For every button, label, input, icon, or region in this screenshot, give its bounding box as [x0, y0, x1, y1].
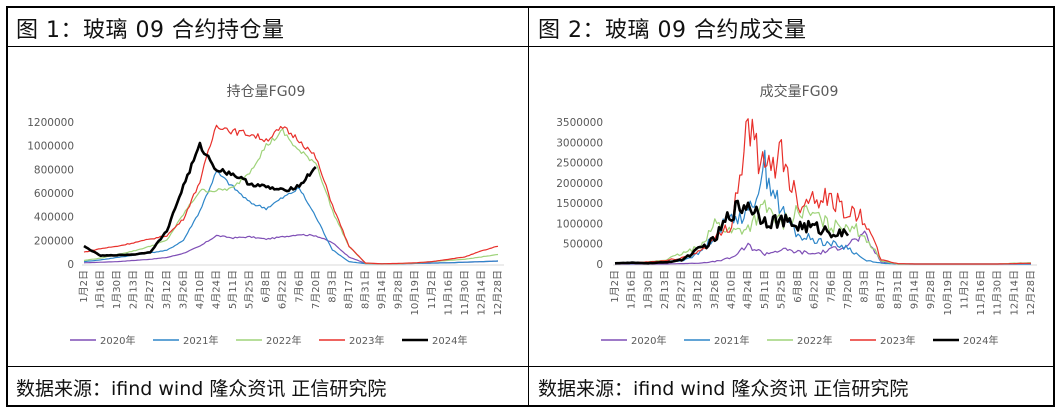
x-tick-label: 7月20日 [310, 270, 322, 309]
y-tick-label: 1500000 [556, 198, 603, 210]
series-line-2023 [615, 118, 1032, 265]
x-tick-label: 11月16日 [975, 270, 987, 315]
header-divider [8, 46, 1053, 47]
x-tick-label: 11月30日 [459, 270, 471, 315]
x-tick-label: 1月30日 [642, 270, 654, 309]
x-tick-label: 7月20日 [842, 270, 854, 309]
x-tick-label: 2月13日 [128, 270, 140, 309]
x-tick-label: 6月22日 [809, 270, 821, 309]
x-tick-label: 8月3日 [859, 270, 871, 303]
y-tick-label: 1200000 [27, 117, 74, 129]
x-tick-label: 6月22日 [277, 270, 289, 309]
y-tick-label: 500000 [563, 239, 603, 251]
y-tick-label: 0 [596, 259, 603, 271]
x-tick-label: 3月12日 [692, 270, 704, 309]
legend-label: 2023年 [880, 334, 915, 347]
legend-label: 2024年 [963, 334, 998, 347]
x-tick-label: 1月16日 [626, 270, 638, 309]
x-tick-label: 9月14日 [376, 270, 388, 309]
figure-1-source: 数据来源：ifind wind 隆众资讯 正信研究院 [16, 378, 387, 400]
series-line-2021 [615, 149, 1031, 265]
x-tick-label: 3月12日 [161, 270, 173, 309]
x-tick-label: 3月26日 [709, 270, 721, 309]
x-tick-label: 5月25日 [775, 270, 787, 309]
series-line-2024 [614, 199, 850, 265]
y-tick-label: 2000000 [556, 178, 603, 190]
x-tick-label: 12月28日 [492, 270, 504, 315]
x-tick-label: 2月27日 [144, 270, 156, 309]
series-line-2021 [83, 170, 499, 265]
x-tick-label: 9月14日 [909, 270, 921, 309]
x-tick-label: 4月10日 [725, 270, 737, 309]
x-tick-label: 8月17日 [875, 270, 887, 309]
legend-label: 2021年 [714, 334, 749, 347]
chart-open-interest-svg: 持仓量FG09 0 200000 400000 600000 800000 1000000 1… [27, 84, 504, 347]
legend-label: 2023年 [349, 334, 384, 347]
x-tick-label: 2月13日 [659, 270, 671, 309]
x-tick-label: 2月27日 [676, 270, 688, 309]
x-tick-label: 9月28日 [393, 270, 405, 309]
x-tick-label: 7月6日 [825, 270, 837, 303]
x-tick-label: 10月19日 [409, 270, 421, 315]
x-tick-label: 8月31日 [360, 270, 372, 309]
x-tick-label: 11月30日 [992, 270, 1004, 315]
x-tick-label: 8月17日 [343, 270, 355, 309]
chart-open-interest: 持仓量FG09 0 200000 400000 600000 800000 1000000 1… [8, 48, 528, 366]
x-tick-label: 1月2日 [609, 270, 621, 303]
chart-volume: 成交量FG09 0 500000 1000000 1500000 2000000 25000… [529, 48, 1049, 366]
x-tick-label: 12月28日 [1025, 270, 1037, 315]
x-tick-label: 1月16日 [95, 270, 107, 309]
y-tick-label: 0 [67, 259, 74, 271]
x-tick-label: 11月2日 [958, 270, 970, 309]
x-tick-label: 11月2日 [426, 270, 438, 309]
x-tick-label: 8月3日 [326, 270, 338, 303]
x-tick-label: 4月10日 [194, 270, 206, 309]
series-line-2024 [83, 141, 317, 258]
x-tick-label: 6月8日 [260, 270, 272, 303]
x-tick-label: 3月26日 [177, 270, 189, 309]
y-tick-label: 1000000 [556, 218, 603, 230]
figure-table: 图 1：玻璃 09 合约持仓量 图 2：玻璃 09 合约成交量 持仓量FG09 0… [6, 6, 1055, 407]
series-line-2020 [83, 233, 499, 265]
figure-1-title: 图 1：玻璃 09 合约持仓量 [16, 18, 285, 43]
series-line-2022 [83, 128, 499, 265]
legend-label: 2020年 [100, 334, 135, 347]
x-tick-label: 5月25日 [244, 270, 256, 309]
chart-volume-svg: 成交量FG09 0 500000 1000000 1500000 2000000 25000… [556, 83, 1037, 347]
x-tick-label: 6月8日 [792, 270, 804, 303]
footer-divider [8, 366, 1053, 367]
column-divider [528, 8, 529, 405]
figure-2-source: 数据来源：ifind wind 隆众资讯 正信研究院 [538, 378, 909, 400]
y-tick-label: 3500000 [556, 117, 603, 129]
y-tick-label: 2500000 [556, 158, 603, 170]
x-tick-label: 5月11日 [227, 270, 239, 309]
y-tick-label: 200000 [34, 235, 74, 247]
figure-2-title: 图 2：玻璃 09 合约成交量 [538, 18, 807, 43]
x-tick-label: 1月30日 [111, 270, 123, 309]
chart-title: 持仓量FG09 [227, 84, 306, 100]
x-tick-label: 5月11日 [759, 270, 771, 309]
x-tick-label: 4月24日 [742, 270, 754, 309]
y-tick-label: 3000000 [556, 137, 603, 149]
y-tick-label: 400000 [34, 212, 74, 224]
legend-label: 2024年 [432, 334, 467, 347]
x-tick-label: 12月14日 [475, 270, 487, 315]
x-tick-label: 9月28日 [925, 270, 937, 309]
x-tick-label: 7月6日 [293, 270, 305, 303]
legend-label: 2020年 [631, 334, 666, 347]
series-line-2023 [83, 124, 499, 265]
x-tick-label: 12月14日 [1008, 270, 1020, 315]
y-tick-label: 800000 [34, 164, 74, 176]
x-tick-label: 1月2日 [78, 270, 90, 303]
chart-title: 成交量FG09 [760, 83, 839, 100]
y-tick-label: 1000000 [27, 141, 74, 153]
legend-label: 2021年 [183, 334, 218, 347]
x-tick-label: 4月24日 [210, 270, 222, 309]
x-tick-label: 10月19日 [942, 270, 954, 315]
legend-label: 2022年 [266, 334, 301, 347]
y-tick-label: 600000 [34, 188, 74, 200]
legend-label: 2022年 [797, 334, 832, 347]
x-tick-label: 8月31日 [892, 270, 904, 309]
x-tick-label: 11月16日 [442, 270, 454, 315]
